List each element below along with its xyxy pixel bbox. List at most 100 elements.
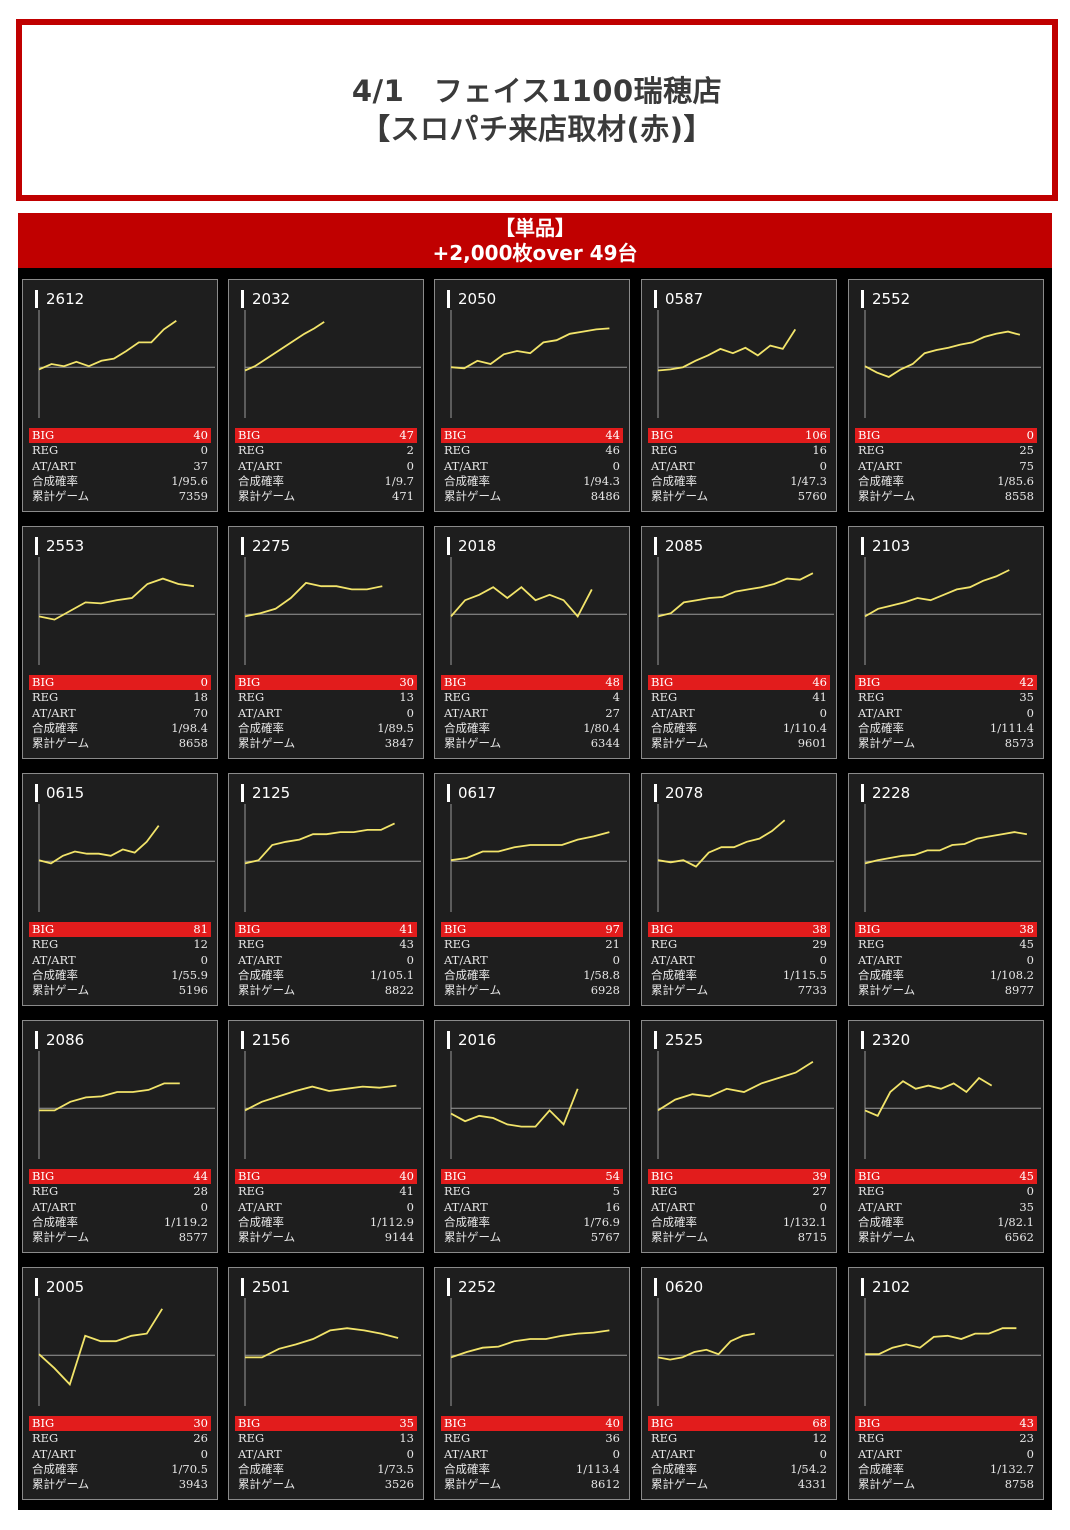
stat-art-row: AT/ART 0: [648, 706, 830, 721]
machine-stats: BIG 38 REG 45 AT/ART 0 合成確率 1/108.2 累計ゲーム 8977: [855, 922, 1037, 998]
stat-art-label: AT/ART: [858, 705, 902, 720]
stat-games-value: 9601: [797, 736, 827, 751]
slump-graph: [657, 1298, 834, 1406]
stat-art-value: 27: [605, 705, 620, 720]
stat-big-row: BIG 54: [441, 1169, 623, 1185]
stat-big-label: BIG: [444, 1416, 467, 1430]
slump-graph: [38, 1051, 215, 1159]
stat-games-value: 8486: [590, 489, 620, 504]
stat-prob-row: 合成確率 1/85.6: [855, 474, 1037, 489]
stat-reg-row: REG 21: [441, 937, 623, 952]
stat-prob-label: 合成確率: [651, 1214, 697, 1229]
slump-graph: [244, 1298, 421, 1406]
machine-number: 2252: [447, 1278, 496, 1296]
stat-big-value: 38: [1019, 922, 1034, 936]
stat-big-value: 54: [605, 1169, 620, 1183]
stat-games-label: 累計ゲーム: [444, 1477, 502, 1492]
slump-line: [38, 825, 160, 865]
stat-prob-label: 合成確率: [651, 720, 697, 735]
slump-line: [39, 1082, 180, 1112]
stat-big-label: BIG: [651, 922, 674, 936]
stat-games-label: 累計ゲーム: [238, 983, 296, 998]
slump-graph: [38, 557, 215, 665]
stat-prob-row: 合成確率 1/115.5: [648, 968, 830, 983]
stat-big-label: BIG: [444, 428, 467, 442]
stat-big-label: BIG: [238, 1169, 261, 1183]
stat-big-value: 41: [399, 922, 414, 936]
stat-art-value: 0: [406, 458, 414, 473]
stat-reg-row: REG 12: [648, 1431, 830, 1446]
stat-big-row: BIG 40: [235, 1169, 417, 1185]
machine-stats: BIG 40 REG 41 AT/ART 0 合成確率 1/112.9 累計ゲーム 9144: [235, 1169, 417, 1245]
slump-graph: [864, 1298, 1041, 1406]
machine-number: 2612: [35, 290, 84, 308]
stat-prob-label: 合成確率: [651, 473, 697, 488]
stat-reg-row: REG 45: [855, 937, 1037, 952]
stat-prob-row: 合成確率 1/98.4: [29, 721, 211, 736]
stat-games-value: 3847: [384, 736, 414, 751]
stat-reg-row: REG 43: [235, 937, 417, 952]
stat-art-row: AT/ART 0: [29, 1447, 211, 1462]
stat-art-value: 0: [1026, 952, 1034, 967]
stat-prob-label: 合成確率: [238, 720, 284, 735]
stat-art-label: AT/ART: [238, 952, 282, 967]
stat-games-label: 累計ゲーム: [858, 983, 916, 998]
stat-big-label: BIG: [238, 1416, 261, 1430]
stat-reg-row: REG 23: [855, 1431, 1037, 1446]
slump-graph: [38, 1298, 215, 1406]
machine-card: 2050 BIG 44 REG 46 AT/ART 0 合成確率 1/94.3 累計ゲーム 8486: [434, 279, 630, 512]
stat-prob-value: 1/119.2: [163, 1214, 208, 1229]
stat-games-label: 累計ゲーム: [444, 983, 502, 998]
stat-prob-row: 合成確率 1/58.8: [441, 968, 623, 983]
machine-number: 2018: [447, 537, 496, 555]
stat-reg-value: 13: [399, 1431, 414, 1446]
machine-stats: BIG 0 REG 18 AT/ART 70 合成確率 1/98.4 累計ゲーム 8658: [29, 675, 211, 751]
stat-games-label: 累計ゲーム: [858, 1230, 916, 1245]
slump-line: [657, 572, 814, 618]
stat-games-label: 累計ゲーム: [651, 489, 709, 504]
stat-big-label: BIG: [651, 1169, 674, 1183]
stat-games-value: 4331: [797, 1477, 827, 1492]
machine-card: 2102 BIG 43 REG 23 AT/ART 0 合成確率 1/132.7 累計ゲーム 875…: [848, 1267, 1044, 1500]
machine-card: 2005 BIG 30 REG 26 AT/ART 0 合成確率 1/70.5 累計ゲーム 3943: [22, 1267, 218, 1500]
banner-summary: +2,000枚over 49台: [432, 240, 638, 265]
machine-number: 0620: [654, 1278, 703, 1296]
stat-art-row: AT/ART 0: [235, 706, 417, 721]
slump-graph: [244, 310, 421, 418]
stat-prob-row: 合成確率 1/113.4: [441, 1462, 623, 1477]
stat-reg-value: 29: [812, 937, 827, 952]
slump-line: [244, 822, 395, 865]
stat-prob-value: 1/58.8: [583, 967, 620, 982]
stat-reg-value: 46: [605, 443, 620, 458]
stat-big-row: BIG 0: [855, 428, 1037, 444]
stat-reg-label: REG: [238, 690, 265, 705]
machine-stats: BIG 30 REG 13 AT/ART 0 合成確率 1/89.5 累計ゲーム 3847: [235, 675, 417, 751]
stat-big-label: BIG: [32, 675, 55, 689]
stat-big-label: BIG: [858, 675, 881, 689]
stat-prob-label: 合成確率: [32, 967, 78, 982]
stat-prob-label: 合成確率: [444, 1461, 490, 1476]
machine-card: 2032 BIG 47 REG 2 AT/ART 0 合成確率 1/9.7 累計ゲーム 471: [228, 279, 424, 512]
stat-games-label: 累計ゲーム: [651, 1477, 709, 1492]
stat-reg-label: REG: [32, 690, 59, 705]
stat-games-row: 累計ゲーム 9601: [648, 736, 830, 751]
stat-games-label: 累計ゲーム: [444, 1230, 502, 1245]
stat-big-value: 48: [605, 675, 620, 689]
stat-prob-label: 合成確率: [444, 720, 490, 735]
stat-games-value: 471: [392, 489, 414, 504]
machine-card: 2525 BIG 39 REG 27 AT/ART 0 合成確率 1/132.1 累計ゲーム 871…: [641, 1020, 837, 1253]
machine-stats: BIG 40 REG 0 AT/ART 37 合成確率 1/95.6 累計ゲーム 7359: [29, 428, 211, 504]
slump-line: [657, 328, 797, 372]
machine-card: 0587 BIG 106 REG 16 AT/ART 0 合成確率 1/47.3 累計ゲーム 576…: [641, 279, 837, 512]
stat-big-row: BIG 106: [648, 428, 830, 444]
stat-art-row: AT/ART 0: [29, 1200, 211, 1215]
stat-prob-value: 1/95.6: [171, 473, 208, 488]
machine-card: 2125 BIG 41 REG 43 AT/ART 0 合成確率 1/105.1 累計ゲーム 882…: [228, 773, 424, 1006]
machine-card: 2553 BIG 0 REG 18 AT/ART 70 合成確率 1/98.4 累計ゲーム 8658: [22, 526, 218, 759]
stat-art-row: AT/ART 16: [441, 1200, 623, 1215]
stat-art-row: AT/ART 0: [648, 953, 830, 968]
machine-number: 2005: [35, 1278, 84, 1296]
stat-big-label: BIG: [651, 675, 674, 689]
stat-reg-value: 25: [1019, 443, 1034, 458]
stat-prob-value: 1/115.5: [782, 967, 827, 982]
